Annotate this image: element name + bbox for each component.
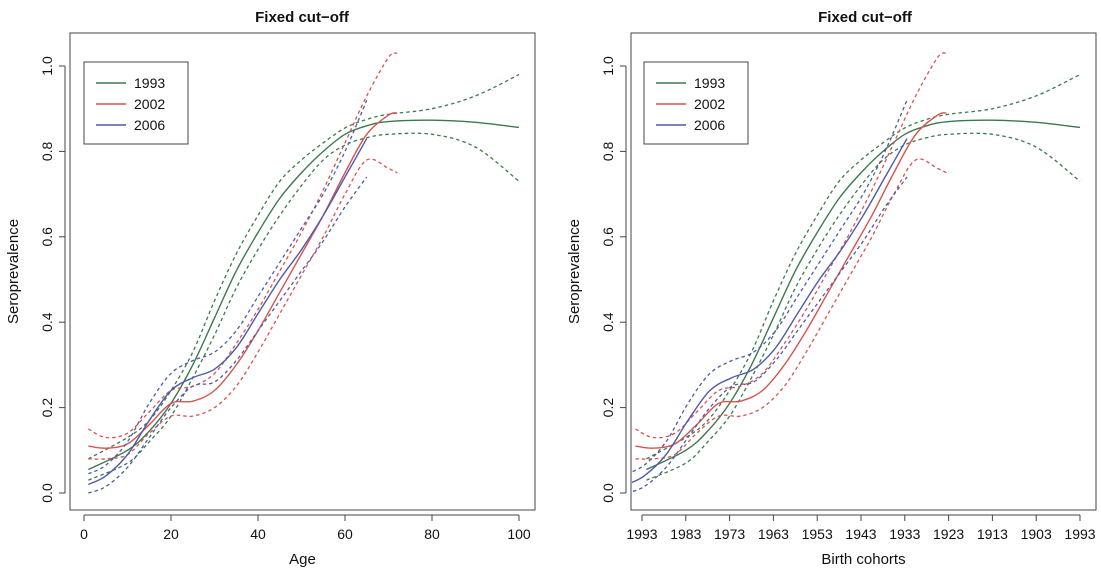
x-tick-label: 1963: [758, 526, 789, 542]
series-2002-line: [635, 112, 947, 449]
series-2002-line: [88, 112, 398, 449]
x-tick-label: 1943: [845, 526, 876, 542]
series-2002-lower-ci: [635, 158, 947, 460]
series-2006-upper-ci: [88, 99, 368, 475]
x-tick-label: 40: [250, 526, 266, 542]
y-tick-label: 1.0: [600, 56, 616, 76]
y-tick-label: 0.0: [600, 483, 616, 503]
series-2002-lower-ci: [88, 158, 398, 460]
legend-box: [83, 61, 189, 145]
y-axis-label: Seroprevalence: [566, 219, 583, 324]
x-tick-label: 80: [424, 526, 440, 542]
panel-2: Fixed cut−off 1993 1983 1973 1963 1953 1943 193…: [566, 9, 1097, 568]
y-tick-label: 0.6: [600, 227, 616, 247]
x-tick-label: 1973: [714, 526, 745, 542]
series-2002: [88, 52, 398, 460]
series-2006-lower-ci: [88, 176, 368, 494]
y-tick-label: 0.8: [39, 141, 55, 161]
legend-label-2002: 2002: [694, 96, 725, 112]
x-tick-label: 1933: [889, 526, 920, 542]
legend-label-1993: 1993: [134, 75, 165, 91]
series-1993-line: [88, 119, 520, 471]
x-tick-label: 1903: [1021, 526, 1052, 542]
series-2002-upper-ci: [88, 52, 398, 439]
y-tick-label: 0.4: [39, 312, 55, 332]
x-tick-label: 1953: [802, 526, 833, 542]
x-tick-label: 1983: [670, 526, 701, 542]
x-tick-label: 60: [337, 526, 353, 542]
y-axis-label: Seroprevalence: [5, 219, 22, 324]
x-axis-label: Age: [289, 551, 316, 568]
series-2006-line: [632, 138, 908, 484]
legend: 1993 2002 2006: [643, 61, 749, 145]
chart-title: Fixed cut−off: [818, 9, 913, 26]
legend-label-2006: 2006: [694, 117, 725, 133]
series-2006: [632, 99, 908, 493]
legend-label-2002: 2002: [134, 96, 165, 112]
x-tick-label: 0: [80, 526, 88, 542]
series-2006-line: [88, 138, 368, 486]
x-axis-label: Birth cohorts: [821, 551, 905, 568]
series-2002: [635, 52, 947, 460]
series-2002-upper-ci: [635, 52, 947, 439]
legend: 1993 2002 2006: [83, 61, 189, 145]
plot-frame: [630, 32, 1097, 511]
panel-1: Fixed cut−off 0 20 40 60 80 100 Age 0.0 0.2 0.4 0.6…: [5, 9, 536, 568]
y-tick-label: 0.6: [39, 227, 55, 247]
legend-label-2006: 2006: [134, 117, 165, 133]
y-tick-label: 0.2: [39, 398, 55, 418]
series-1993-line: [646, 119, 1081, 471]
series-1993-lower-ci: [88, 132, 520, 481]
x-tick-label: 1993: [1064, 526, 1095, 542]
y-tick-label: 0.8: [600, 141, 616, 161]
y-tick-label: 1.0: [39, 56, 55, 76]
y-tick-label: 0.0: [39, 483, 55, 503]
series-1993: [646, 73, 1081, 481]
series-2006: [88, 99, 368, 494]
x-tick-label: 1923: [933, 526, 964, 542]
x-tick-label: 100: [507, 526, 531, 542]
x-tick-label: 20: [163, 526, 179, 542]
y-tick-label: 0.2: [600, 398, 616, 418]
plot-area: [88, 52, 520, 494]
series-1993-upper-ci: [646, 73, 1081, 460]
x-tick-label: 1993: [626, 526, 657, 542]
series-2006-upper-ci: [632, 99, 908, 473]
legend-label-1993: 1993: [694, 75, 725, 91]
x-tick-label: 1913: [977, 526, 1008, 542]
chart-title: Fixed cut−off: [255, 9, 350, 26]
plot-area: [632, 52, 1081, 493]
series-1993: [88, 73, 520, 481]
series-1993-lower-ci: [646, 132, 1081, 481]
series-2006-lower-ci: [632, 176, 908, 493]
legend-box: [643, 61, 749, 145]
series-1993-upper-ci: [88, 73, 520, 460]
y-tick-label: 0.4: [600, 312, 616, 332]
plot-frame: [69, 32, 536, 511]
